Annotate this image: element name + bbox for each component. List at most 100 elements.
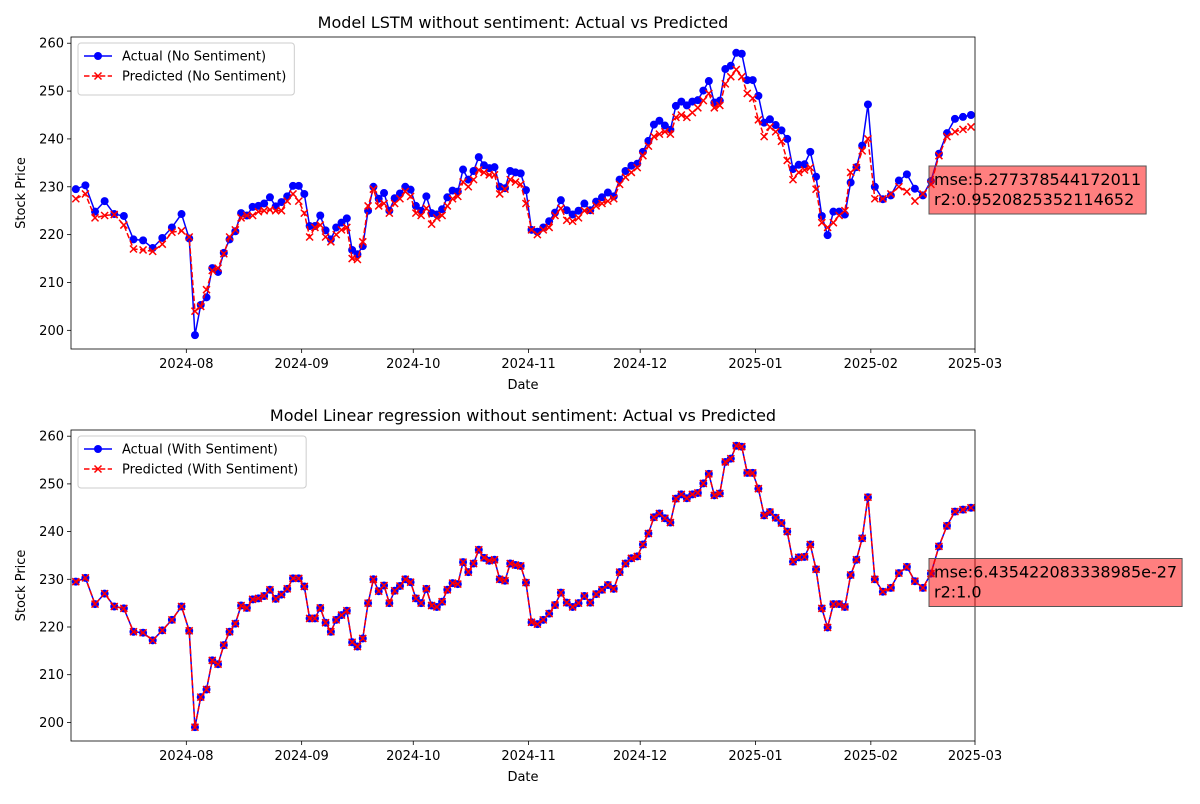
marker bbox=[806, 163, 815, 172]
marker bbox=[586, 206, 595, 215]
marker bbox=[158, 240, 167, 249]
marker bbox=[254, 594, 263, 603]
marker bbox=[479, 168, 489, 177]
marker bbox=[574, 213, 583, 222]
marker bbox=[671, 101, 680, 110]
marker bbox=[202, 685, 211, 694]
marker bbox=[474, 166, 483, 175]
marker bbox=[715, 489, 724, 498]
marker bbox=[353, 642, 362, 651]
marker bbox=[385, 599, 394, 608]
marker bbox=[846, 570, 855, 580]
marker bbox=[737, 49, 746, 58]
chart-title: Model LSTM without sentiment: Actual vs … bbox=[318, 13, 729, 32]
legend-marker bbox=[93, 71, 103, 81]
marker bbox=[342, 223, 351, 232]
y-tick-label: 260 bbox=[39, 430, 64, 445]
marker bbox=[715, 101, 724, 110]
marker bbox=[474, 153, 483, 162]
marker bbox=[592, 201, 601, 210]
marker bbox=[219, 641, 228, 650]
marker bbox=[748, 76, 757, 85]
y-tick-label: 230 bbox=[39, 180, 64, 195]
marker bbox=[794, 168, 803, 177]
legend-label: Predicted (No Sentiment) bbox=[122, 70, 286, 85]
marker bbox=[464, 175, 473, 184]
marker bbox=[90, 600, 100, 609]
marker bbox=[139, 245, 148, 254]
marker bbox=[580, 206, 589, 215]
marker bbox=[310, 614, 319, 623]
legend-box bbox=[77, 42, 295, 96]
marker bbox=[726, 72, 735, 81]
marker bbox=[337, 225, 346, 234]
marker bbox=[823, 623, 832, 632]
marker bbox=[260, 591, 269, 601]
marker bbox=[185, 626, 194, 635]
marker bbox=[511, 177, 520, 187]
marker bbox=[369, 575, 378, 584]
marker bbox=[621, 166, 630, 175]
x-tick-label: 2025-03 bbox=[948, 357, 1002, 372]
marker bbox=[829, 600, 838, 609]
marker bbox=[438, 205, 447, 214]
marker bbox=[710, 103, 719, 112]
marker bbox=[737, 442, 746, 451]
marker bbox=[459, 558, 468, 567]
marker bbox=[754, 91, 763, 100]
marker bbox=[754, 484, 763, 493]
marker bbox=[902, 170, 911, 179]
marker bbox=[196, 302, 205, 311]
marker bbox=[812, 565, 821, 574]
x-tick-label: 2025-02 bbox=[844, 749, 898, 764]
marker bbox=[358, 242, 367, 251]
marker bbox=[225, 232, 234, 242]
marker bbox=[288, 574, 298, 583]
marker bbox=[185, 232, 194, 242]
annotation-box bbox=[928, 558, 1183, 607]
y-tick-label: 250 bbox=[39, 477, 64, 492]
marker bbox=[139, 236, 148, 245]
marker bbox=[110, 602, 119, 611]
marker bbox=[598, 193, 607, 202]
marker bbox=[863, 493, 872, 502]
marker bbox=[760, 132, 769, 141]
marker bbox=[158, 233, 167, 242]
marker bbox=[490, 555, 499, 564]
marker bbox=[506, 175, 515, 184]
marker bbox=[342, 214, 351, 223]
marker bbox=[219, 249, 228, 258]
marker bbox=[870, 194, 879, 203]
marker bbox=[649, 513, 658, 522]
annotation-text: mse:6.435422083338985e-27 bbox=[934, 563, 1177, 582]
marker bbox=[615, 180, 624, 189]
marker bbox=[119, 604, 128, 613]
marker bbox=[71, 185, 80, 194]
marker bbox=[958, 125, 968, 134]
marker bbox=[806, 147, 815, 156]
marker bbox=[699, 86, 708, 95]
marker bbox=[934, 151, 943, 160]
marker bbox=[609, 192, 618, 201]
marker bbox=[395, 581, 404, 591]
marker bbox=[265, 585, 274, 594]
marker bbox=[671, 494, 680, 503]
marker bbox=[539, 615, 548, 624]
marker bbox=[316, 603, 325, 612]
marker bbox=[863, 134, 872, 143]
x-tick-label: 2024-09 bbox=[274, 749, 328, 764]
marker bbox=[316, 211, 325, 220]
legend-marker bbox=[93, 464, 103, 474]
marker bbox=[453, 192, 462, 201]
x-tick-label: 2025-02 bbox=[844, 357, 898, 372]
marker bbox=[469, 175, 478, 184]
marker bbox=[550, 601, 560, 610]
marker bbox=[369, 182, 378, 191]
marker bbox=[248, 211, 257, 220]
marker bbox=[225, 627, 234, 636]
marker bbox=[562, 206, 571, 215]
marker bbox=[167, 228, 176, 237]
marker bbox=[682, 494, 691, 503]
marker bbox=[294, 181, 303, 190]
